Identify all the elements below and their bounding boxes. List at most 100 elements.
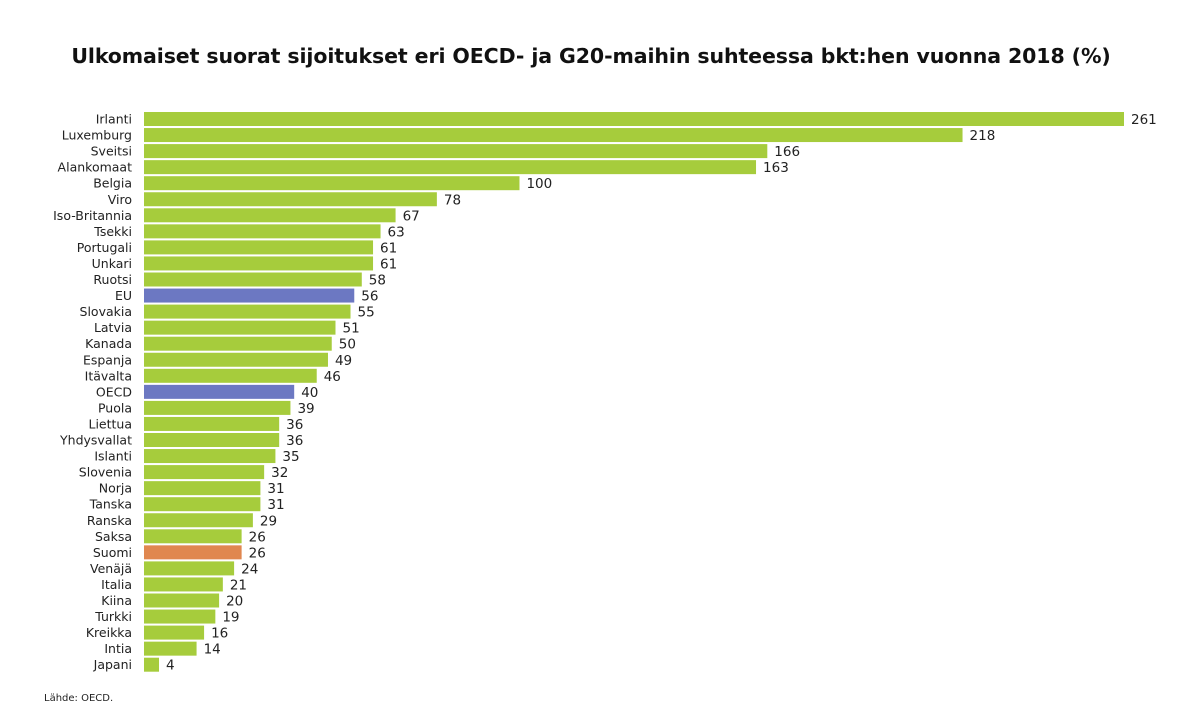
category-label-latvia: Latvia: [94, 320, 132, 335]
bar-espanja: [144, 352, 328, 367]
category-label-espanja: Espanja: [83, 352, 132, 367]
bar-tsekki: [144, 224, 381, 239]
bar-islanti: [144, 449, 276, 464]
category-label-norja: Norja: [99, 481, 132, 496]
category-label-ruotsi: Ruotsi: [93, 272, 132, 287]
bar-ruotsi: [144, 272, 362, 287]
value-label-iso-britannia: 67: [403, 208, 420, 224]
bar-luxemburg: [144, 128, 963, 143]
category-label-turkki: Turkki: [94, 609, 132, 624]
bar-kanada: [144, 336, 332, 351]
bar-tanska: [144, 497, 261, 512]
category-label-iso-britannia: Iso-Britannia: [53, 208, 132, 223]
category-label-portugali: Portugali: [77, 240, 132, 255]
value-label-italia: 21: [230, 577, 247, 593]
value-label-saksa: 26: [249, 529, 266, 545]
category-label-liettua: Liettua: [88, 416, 132, 431]
value-label-slovenia: 32: [271, 465, 288, 481]
category-label-slovakia: Slovakia: [80, 304, 132, 319]
category-label-puola: Puola: [98, 400, 132, 415]
bar-sveitsi: [144, 144, 768, 159]
bar-iso-britannia: [144, 208, 396, 223]
bar-suomi: [144, 545, 242, 560]
category-label-itavalta: Itävalta: [85, 368, 132, 383]
chart-title: Ulkomaiset suorat sijoitukset eri OECD- …: [71, 44, 1111, 68]
category-label-yhdysvallat: Yhdysvallat: [59, 433, 132, 448]
category-label-luxemburg: Luxemburg: [62, 128, 132, 143]
bar-venaja: [144, 561, 235, 576]
category-label-kanada: Kanada: [85, 336, 132, 351]
bar-oecd: [144, 384, 295, 399]
category-label-japani: Japani: [93, 657, 132, 672]
category-label-eu: EU: [115, 288, 132, 303]
category-labels: IrlantiLuxemburgSveitsiAlankomaatBelgiaV…: [53, 112, 132, 673]
category-label-intia: Intia: [104, 641, 132, 656]
category-label-islanti: Islanti: [94, 449, 132, 464]
category-label-belgia: Belgia: [93, 176, 132, 191]
value-label-islanti: 35: [282, 449, 299, 465]
value-label-tanska: 31: [267, 497, 284, 513]
bar-alankomaat: [144, 160, 757, 175]
bar-eu: [144, 288, 355, 303]
bar-yhdysvallat: [144, 433, 280, 447]
category-label-slovenia: Slovenia: [79, 465, 132, 480]
value-label-tsekki: 63: [388, 224, 405, 240]
bar-intia: [144, 641, 197, 656]
value-label-portugali: 61: [380, 240, 397, 256]
bar-puola: [144, 400, 291, 415]
value-label-turkki: 19: [222, 610, 239, 626]
value-label-itavalta: 46: [324, 369, 341, 385]
category-label-saksa: Saksa: [95, 529, 132, 544]
bar-viro: [144, 192, 437, 207]
category-label-ranska: Ranska: [87, 513, 132, 528]
bar-saksa: [144, 529, 242, 544]
value-label-norja: 31: [267, 481, 284, 497]
value-label-belgia: 100: [526, 176, 552, 192]
value-label-eu: 56: [361, 289, 378, 305]
value-label-liettua: 36: [286, 417, 303, 433]
value-label-espanja: 49: [335, 353, 352, 369]
value-label-latvia: 51: [342, 321, 359, 337]
category-label-tsekki: Tsekki: [93, 224, 132, 239]
category-label-unkari: Unkari: [92, 256, 132, 271]
bar-itavalta: [144, 368, 317, 383]
category-label-sveitsi: Sveitsi: [91, 144, 132, 159]
category-label-irlanti: Irlanti: [96, 112, 132, 127]
bar-irlanti: [144, 112, 1124, 126]
value-label-sveitsi: 166: [774, 144, 800, 160]
bar-slovakia: [144, 304, 351, 319]
value-label-ruotsi: 58: [369, 273, 386, 289]
bar-unkari: [144, 256, 374, 271]
value-label-puola: 39: [297, 401, 314, 417]
category-label-alankomaat: Alankomaat: [58, 160, 133, 175]
category-label-italia: Italia: [101, 577, 132, 592]
value-label-kanada: 50: [339, 337, 356, 353]
source-note: Lähde: OECD.: [44, 693, 114, 704]
value-label-intia: 14: [204, 642, 221, 658]
value-label-viro: 78: [444, 192, 461, 208]
value-label-suomi: 26: [249, 545, 266, 561]
category-label-kreikka: Kreikka: [86, 625, 132, 640]
bar-latvia: [144, 320, 336, 335]
category-label-suomi: Suomi: [93, 545, 132, 560]
category-label-tanska: Tanska: [89, 497, 132, 512]
value-label-kiina: 20: [226, 594, 243, 610]
bar-japani: [144, 657, 160, 672]
value-labels: 2612181661631007867636161585655515049464…: [166, 112, 1157, 674]
value-label-japani: 4: [166, 658, 175, 674]
bar-belgia: [144, 176, 520, 191]
value-label-unkari: 61: [380, 256, 397, 272]
bar-portugali: [144, 240, 374, 255]
value-label-luxemburg: 218: [970, 128, 996, 144]
value-label-alankomaat: 163: [763, 160, 789, 176]
value-label-ranska: 29: [260, 513, 277, 529]
value-label-irlanti: 261: [1131, 112, 1157, 128]
category-label-kiina: Kiina: [101, 593, 132, 608]
value-label-yhdysvallat: 36: [286, 433, 303, 449]
bar-ranska: [144, 513, 253, 528]
category-label-oecd: OECD: [96, 384, 132, 399]
bar-kiina: [144, 593, 220, 608]
value-label-kreikka: 16: [211, 626, 228, 642]
bar-kreikka: [144, 625, 205, 640]
